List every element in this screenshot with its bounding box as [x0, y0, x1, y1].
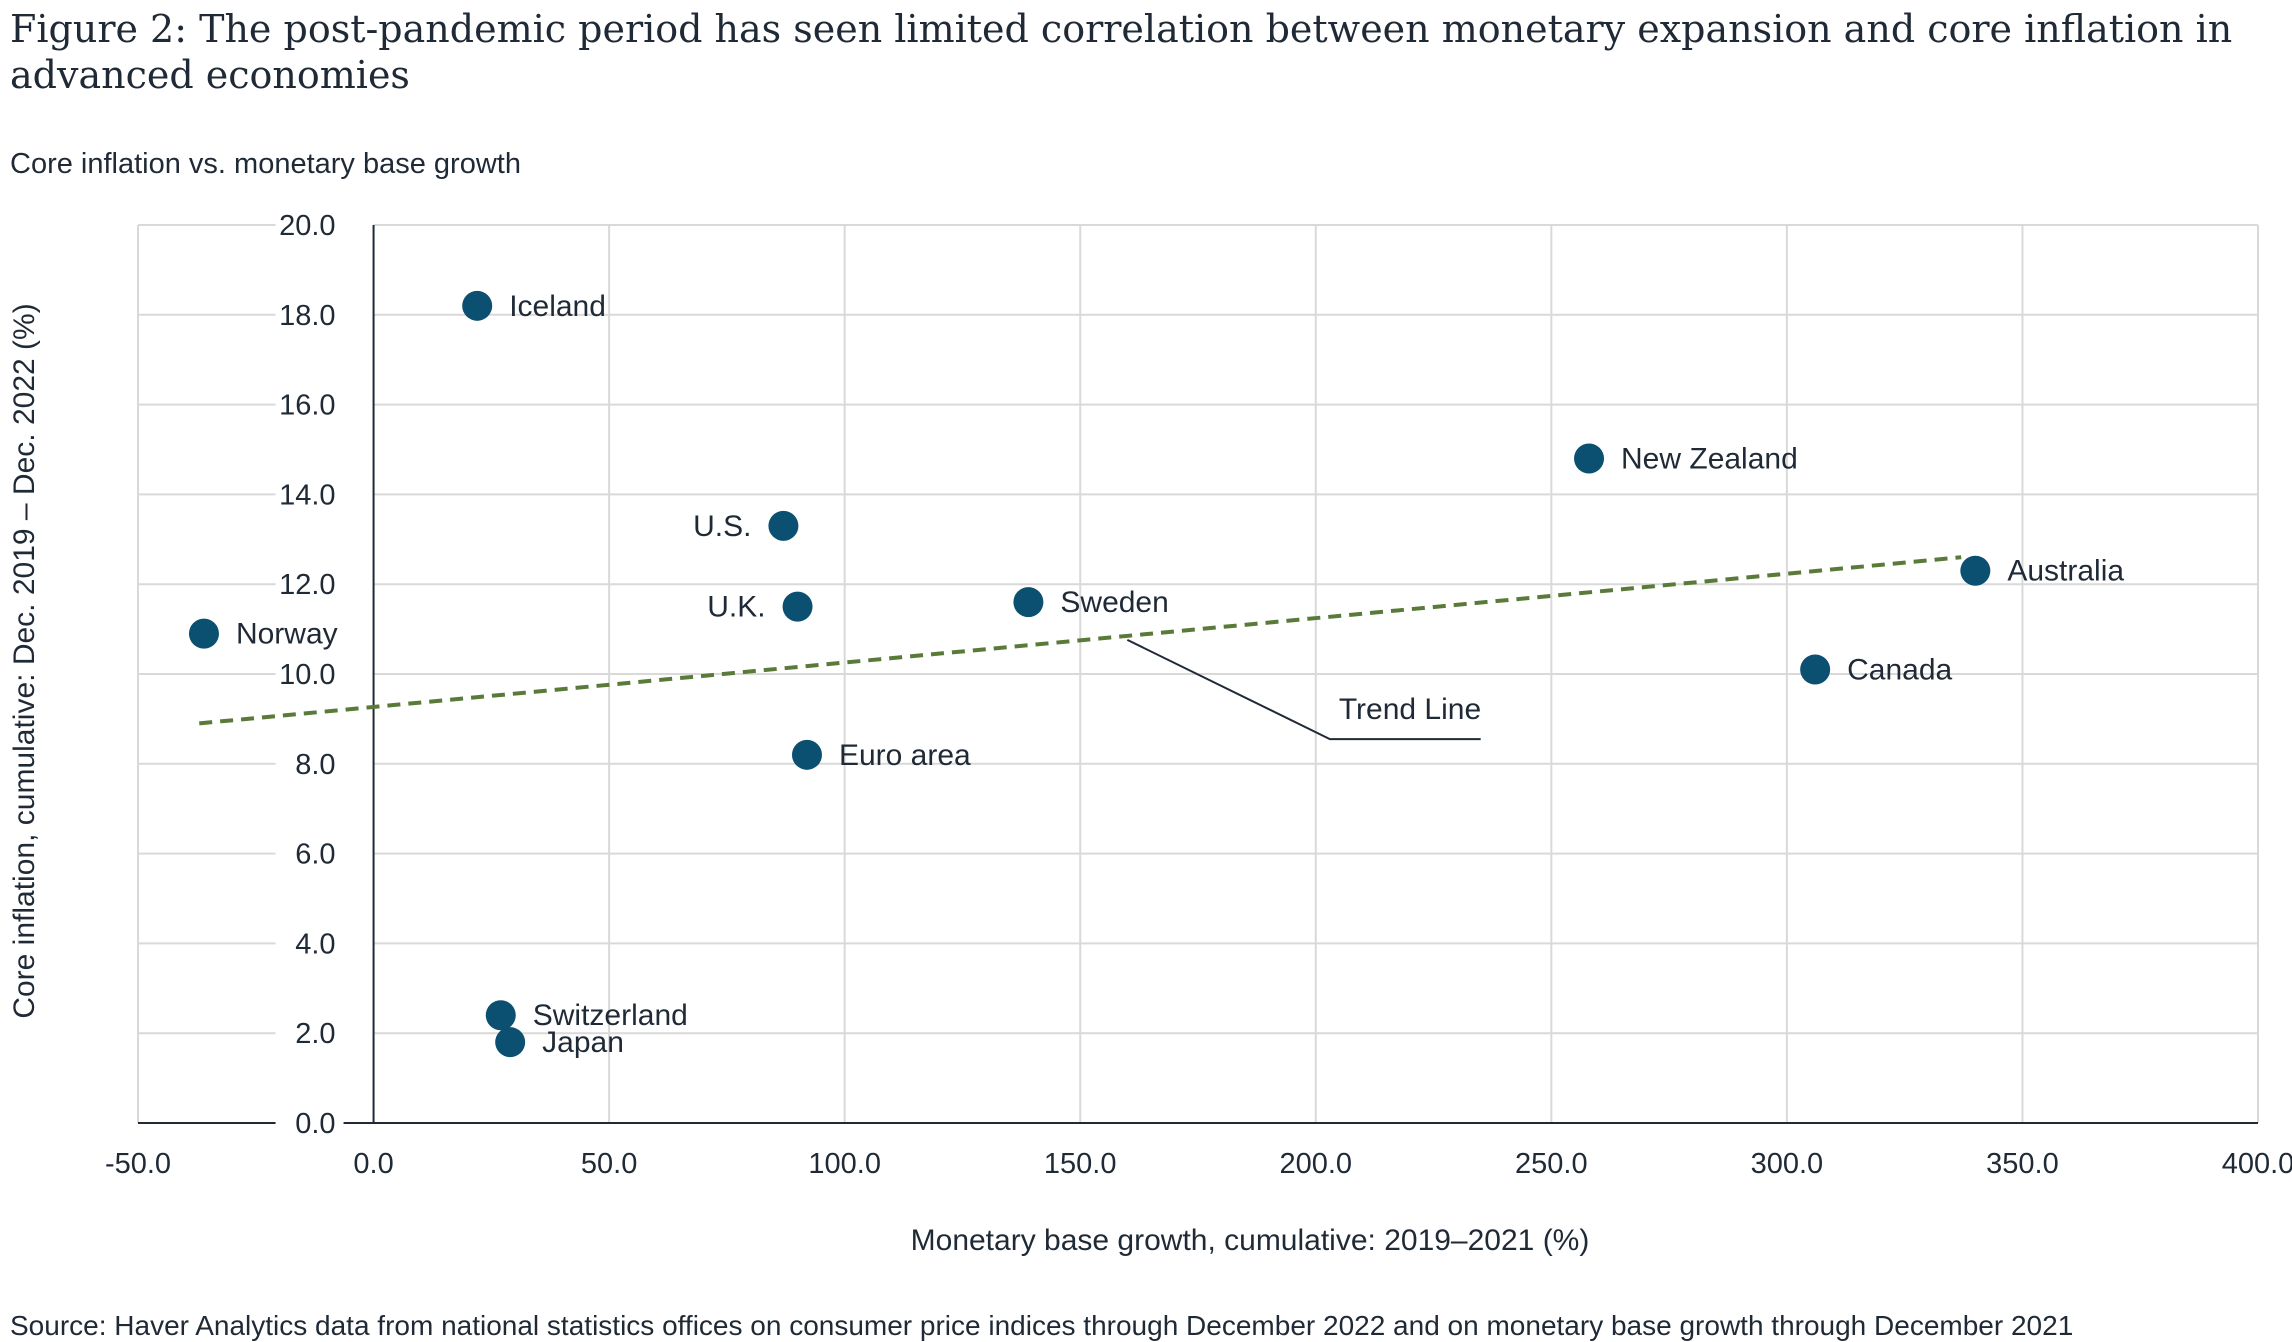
data-point: [791, 739, 822, 770]
point-label: Japan: [542, 1026, 624, 1059]
point-label: U.K.: [707, 591, 765, 624]
y-tick-label: 18.0: [279, 300, 335, 332]
point-label: U.S.: [693, 510, 751, 543]
y-tick-label: 16.0: [279, 390, 335, 422]
data-point: [1800, 654, 1831, 685]
y-tick-label: 2.0: [295, 1018, 335, 1050]
axis-layer: -50.0 0.0 50.0 100.0 150.0 200.0 250.0 300.0 350…: [105, 210, 2292, 1180]
data-point: [782, 591, 813, 622]
x-axis-label: Monetary base growth, cumulative: 2019–2…: [911, 1224, 1590, 1257]
y-tick-label: 4.0: [295, 928, 335, 960]
y-tick-label: 6.0: [295, 839, 335, 871]
x-tick-label: 250.0: [1515, 1148, 1588, 1180]
x-tick-label: -50.0: [105, 1148, 171, 1180]
data-point: [1574, 443, 1605, 474]
x-tick-label: 50.0: [581, 1148, 637, 1180]
trend-line: [199, 555, 1962, 726]
point-label: Switzerland: [533, 999, 688, 1032]
trend-line-label: Trend Line: [1339, 693, 1481, 726]
data-point: [1960, 555, 1991, 586]
x-tick-label: 400.0: [2222, 1148, 2292, 1180]
y-tick-label: 20.0: [279, 210, 335, 242]
data-point: [495, 1027, 526, 1058]
y-tick-label: 12.0: [279, 569, 335, 601]
y-axis-label: Core inflation, cumulative: Dec. 2019 – …: [8, 303, 41, 1018]
point-label: New Zealand: [1621, 442, 1798, 475]
point-label: Australia: [2007, 555, 2124, 588]
point-layer: Iceland New Zealand U.S. Australia Sweden U.K…: [188, 290, 2124, 1059]
point-label: Euro area: [839, 739, 971, 772]
x-tick-label: 0.0: [353, 1148, 393, 1180]
y-tick-label: 8.0: [295, 749, 335, 781]
trend-callout-line: [1126, 638, 1481, 741]
data-point: [462, 290, 493, 321]
y-tick-label: 14.0: [279, 479, 335, 511]
chart-subtitle: Core inflation vs. monetary base growth: [10, 148, 521, 180]
point-label: Sweden: [1060, 586, 1168, 619]
point-label: Norway: [236, 618, 338, 651]
x-tick-label: 100.0: [808, 1148, 881, 1180]
x-tick-label: 350.0: [1986, 1148, 2059, 1180]
y-tick-label: 10.0: [279, 659, 335, 691]
figure-title: Figure 2: The post-pandemic period has s…: [10, 7, 2233, 97]
grid-layer: [137, 224, 2259, 1123]
point-label: Iceland: [509, 290, 606, 323]
x-tick-label: 200.0: [1279, 1148, 1352, 1180]
data-point: [188, 618, 219, 649]
x-tick-label: 300.0: [1751, 1148, 1824, 1180]
source-note: Source: Haver Analytics data from nation…: [10, 1310, 2074, 1341]
x-tick-label: 150.0: [1044, 1148, 1117, 1180]
data-point: [485, 1000, 516, 1031]
point-label: Canada: [1847, 654, 1952, 687]
data-point: [1013, 587, 1044, 618]
data-point: [768, 510, 799, 541]
y-tick-label: 0.0: [295, 1108, 335, 1140]
trend-layer: Trend Line: [199, 555, 1962, 741]
